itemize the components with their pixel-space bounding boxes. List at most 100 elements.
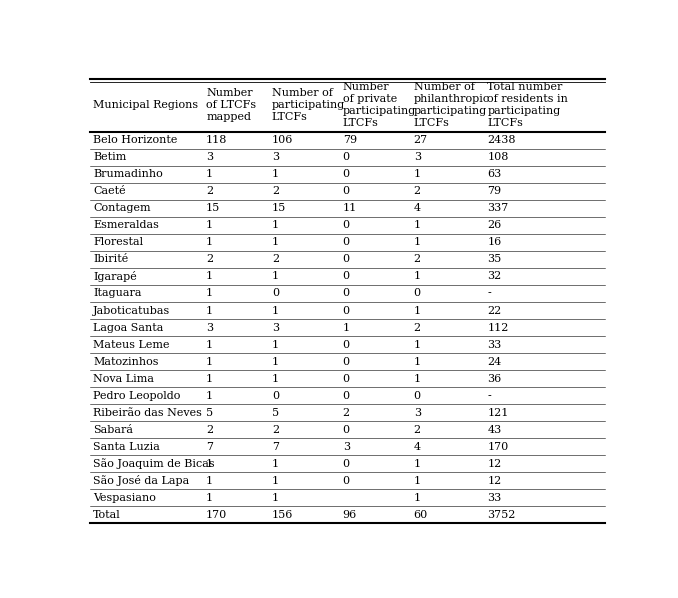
Text: 32: 32: [487, 271, 502, 282]
Text: 1: 1: [414, 356, 421, 367]
Text: Nova Lima: Nova Lima: [93, 374, 154, 384]
Text: 4: 4: [414, 442, 421, 452]
Text: 1: 1: [206, 220, 214, 230]
Text: 0: 0: [272, 390, 279, 401]
Text: 0: 0: [343, 254, 350, 264]
Text: 1: 1: [272, 459, 279, 469]
Text: Santa Luzia: Santa Luzia: [93, 442, 160, 452]
Text: 1: 1: [206, 356, 214, 367]
Text: 0: 0: [343, 169, 350, 179]
Text: 1: 1: [206, 169, 214, 179]
Text: 1: 1: [272, 169, 279, 179]
Text: 1: 1: [206, 340, 214, 350]
Text: Matozinhos: Matozinhos: [93, 356, 159, 367]
Text: Mateus Leme: Mateus Leme: [93, 340, 170, 350]
Text: 1: 1: [272, 237, 279, 248]
Text: 0: 0: [343, 220, 350, 230]
Text: 170: 170: [487, 442, 508, 452]
Text: 0: 0: [343, 152, 350, 162]
Text: 43: 43: [487, 425, 502, 435]
Text: 0: 0: [343, 271, 350, 282]
Text: 1: 1: [414, 237, 421, 248]
Text: 12: 12: [487, 459, 502, 469]
Text: Brumadinho: Brumadinho: [93, 169, 163, 179]
Text: 106: 106: [272, 135, 293, 145]
Text: 1: 1: [206, 288, 214, 298]
Text: 5: 5: [272, 408, 279, 418]
Text: 3: 3: [272, 322, 279, 332]
Text: Itaguara: Itaguara: [93, 288, 142, 298]
Text: 1: 1: [206, 459, 214, 469]
Text: Sabará: Sabará: [93, 425, 133, 435]
Text: -: -: [487, 390, 491, 401]
Text: 4: 4: [414, 203, 421, 213]
Text: 60: 60: [414, 510, 428, 520]
Text: Pedro Leopoldo: Pedro Leopoldo: [93, 390, 180, 401]
Text: 16: 16: [487, 237, 502, 248]
Text: 27: 27: [414, 135, 428, 145]
Text: 2: 2: [414, 186, 421, 196]
Text: 12: 12: [487, 476, 502, 486]
Text: 1: 1: [272, 271, 279, 282]
Text: 1: 1: [414, 459, 421, 469]
Text: 1: 1: [206, 476, 214, 486]
Text: 1: 1: [414, 340, 421, 350]
Text: 1: 1: [206, 390, 214, 401]
Text: 2: 2: [272, 425, 279, 435]
Text: 3752: 3752: [487, 510, 516, 520]
Text: 3: 3: [206, 152, 214, 162]
Text: 79: 79: [487, 186, 501, 196]
Text: 35: 35: [487, 254, 502, 264]
Text: 0: 0: [343, 476, 350, 486]
Text: 1: 1: [272, 374, 279, 384]
Text: 1: 1: [414, 476, 421, 486]
Text: 36: 36: [487, 374, 502, 384]
Text: 7: 7: [206, 442, 213, 452]
Text: 0: 0: [343, 425, 350, 435]
Text: 5: 5: [206, 408, 214, 418]
Text: 1: 1: [414, 493, 421, 503]
Text: Vespasiano: Vespasiano: [93, 493, 156, 503]
Text: 1: 1: [414, 374, 421, 384]
Text: 2: 2: [343, 408, 350, 418]
Text: 170: 170: [206, 510, 227, 520]
Text: 22: 22: [487, 306, 502, 316]
Text: 26: 26: [487, 220, 502, 230]
Text: 0: 0: [343, 459, 350, 469]
Text: 2438: 2438: [487, 135, 516, 145]
Text: 0: 0: [343, 237, 350, 248]
Text: 0: 0: [343, 186, 350, 196]
Text: 108: 108: [487, 152, 508, 162]
Text: 2: 2: [272, 254, 279, 264]
Text: Belo Horizonte: Belo Horizonte: [93, 135, 178, 145]
Text: Igarapé: Igarapé: [93, 271, 137, 282]
Text: Number of
philanthropic
participating
LTCFs: Number of philanthropic participating LT…: [414, 82, 490, 128]
Text: Caeté: Caeté: [93, 186, 126, 196]
Text: São Joaquim de Bicas: São Joaquim de Bicas: [93, 459, 215, 469]
Text: 2: 2: [414, 254, 421, 264]
Text: 0: 0: [343, 306, 350, 316]
Text: 0: 0: [343, 356, 350, 367]
Text: 2: 2: [206, 186, 214, 196]
Text: 1: 1: [272, 493, 279, 503]
Text: 1: 1: [272, 306, 279, 316]
Text: 79: 79: [343, 135, 357, 145]
Text: Esmeraldas: Esmeraldas: [93, 220, 159, 230]
Text: Betim: Betim: [93, 152, 127, 162]
Text: 0: 0: [272, 288, 279, 298]
Text: 112: 112: [487, 322, 508, 332]
Text: Number
of private
participating
LTCFs: Number of private participating LTCFs: [343, 82, 416, 128]
Text: 1: 1: [414, 220, 421, 230]
Text: Florestal: Florestal: [93, 237, 143, 248]
Text: Number of
participating
LTCFs: Number of participating LTCFs: [272, 88, 345, 122]
Text: 1: 1: [272, 220, 279, 230]
Text: 3: 3: [206, 322, 214, 332]
Text: 1: 1: [414, 306, 421, 316]
Text: 24: 24: [487, 356, 502, 367]
Text: 2: 2: [206, 425, 214, 435]
Text: 121: 121: [487, 408, 508, 418]
Text: 1: 1: [272, 356, 279, 367]
Text: 7: 7: [272, 442, 279, 452]
Text: 1: 1: [206, 374, 214, 384]
Text: Total number
of residents in
participating
LTCFs: Total number of residents in participati…: [487, 82, 568, 128]
